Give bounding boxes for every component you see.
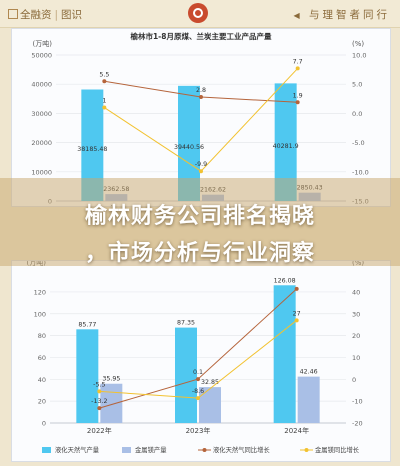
logo-icon — [8, 9, 18, 19]
line-point — [196, 377, 200, 382]
line-value-label: 1.9 — [293, 92, 303, 99]
y-right-tick-label: -10 — [352, 398, 363, 406]
legend-label: 金属镁同比增长 — [315, 445, 360, 454]
chart-2-svg: (万吨)(%)020406080100120-20-10010203040202… — [27, 261, 365, 454]
line-point — [196, 396, 200, 401]
line-point — [97, 406, 102, 411]
legend-label: 液化天然气同比增长 — [213, 445, 270, 454]
y-right-tick-label: -20 — [352, 420, 363, 428]
y-left-tick-label: 20000 — [31, 139, 52, 147]
line-point — [102, 105, 107, 110]
y-right-tick-label: 0 — [352, 376, 356, 384]
y-right-tick-label: 10.0 — [352, 52, 366, 60]
line-point — [199, 95, 203, 100]
x-tick-label: 2022年 — [87, 426, 112, 435]
y-left-tick-label: 80 — [38, 332, 46, 340]
line-point — [295, 100, 300, 105]
y-left-tick-label: 0 — [42, 420, 46, 428]
legend-marker — [202, 448, 207, 452]
chart-panel-1: 榆林市1-8月原煤、兰炭主要工业产品产量(万吨)(%)0100002000030… — [11, 28, 391, 207]
triangle-left-icon: ◀ — [293, 11, 303, 20]
y-left-tick-label: 120 — [34, 288, 46, 296]
line-point — [294, 286, 299, 291]
line-value-label: 27 — [293, 310, 301, 317]
legend-marker — [304, 448, 309, 452]
bar-value-label: 38185.48 — [77, 146, 107, 153]
bar-secondary — [297, 376, 320, 423]
bar-secondary — [199, 387, 221, 423]
bar-value-label: 42.46 — [300, 369, 318, 376]
line-point — [199, 169, 203, 174]
brand-separator: | — [54, 9, 59, 21]
y-left-tick-label: 60 — [38, 354, 46, 362]
brand[interactable]: 全融资 | 图识 — [8, 7, 82, 22]
y-right-tick-label: 0.0 — [352, 110, 362, 118]
y-right-tick-label: 10 — [352, 354, 360, 362]
y-left-tick-label: 20 — [38, 398, 46, 406]
headline-line-1: 榆林财务公司排名揭晓 — [84, 204, 315, 229]
headline-overlay — [0, 178, 400, 266]
x-tick-label: 2023年 — [186, 426, 211, 435]
bar-value-label: 32.85 — [201, 379, 219, 386]
line-value-label: 2.8 — [196, 87, 206, 94]
bar-value-label: 40281.9 — [273, 143, 299, 150]
y-left-tick-label: 30000 — [31, 110, 52, 118]
brand-name: 全融资 — [20, 9, 52, 21]
chart-panel-2: (万吨)(%)020406080100120-20-10010203040202… — [11, 260, 391, 462]
motto: ◀ 与理智者同行 — [294, 7, 391, 22]
y-left-tick-label: 50000 — [31, 52, 52, 60]
series-line — [104, 68, 299, 172]
magnifier-icon — [188, 3, 208, 23]
bar-secondary — [100, 383, 123, 423]
bar-primary — [175, 327, 197, 423]
y-left-tick-label: 10000 — [31, 168, 52, 176]
line-value-label: -9.9 — [195, 161, 207, 168]
bar-value-label: 39440.56 — [174, 144, 204, 151]
legend-label: 金属镁产量 — [135, 445, 167, 454]
bar-primary — [81, 89, 104, 201]
bar-primary — [76, 329, 99, 423]
bar-primary — [178, 85, 200, 201]
y-right-tick-label: 30 — [352, 310, 360, 318]
series-line — [99, 319, 297, 399]
headline-line-2: ，市场分析与行业洞察 — [84, 241, 315, 266]
right-axis-unit: (%) — [352, 40, 364, 48]
y-left-tick-label: 40000 — [31, 81, 52, 89]
bar-value-label: 87.35 — [177, 320, 195, 327]
line-point — [295, 66, 300, 71]
chart-title: 榆林市1-8月原煤、兰炭主要工业产品产量 — [130, 31, 272, 41]
y-left-tick-label: 100 — [34, 310, 46, 318]
line-value-label: -13.2 — [91, 398, 107, 405]
line-value-label: -5.5 — [93, 381, 105, 388]
y-left-tick-label: 40 — [38, 376, 46, 384]
left-axis-unit: (万吨) — [33, 39, 53, 48]
top-header: 全融资 | 图识 ◀ 与理智者同行 — [0, 0, 400, 28]
y-right-tick-label: 40 — [352, 288, 360, 296]
bar-value-label: 35.95 — [102, 376, 120, 383]
brand-sub: 图识 — [61, 9, 83, 21]
line-value-label: 1 — [102, 98, 106, 105]
line-value-label: 7.7 — [293, 58, 303, 65]
bar-value-label: 85.77 — [78, 321, 96, 328]
line-value-label: 5.5 — [99, 71, 109, 78]
y-right-tick-label: 20 — [352, 332, 360, 340]
legend-swatch — [122, 447, 131, 453]
line-point — [97, 389, 102, 394]
bar-primary — [273, 285, 296, 423]
line-point — [294, 318, 299, 323]
y-right-tick-label: 5.0 — [352, 81, 362, 89]
x-tick-label: 2024年 — [284, 426, 309, 435]
bar-primary — [274, 83, 297, 201]
line-value-label: 0.1 — [193, 369, 203, 376]
line-value-label: -8.6 — [192, 388, 204, 395]
legend-swatch — [42, 447, 51, 453]
y-right-tick-label: -10.0 — [352, 168, 369, 176]
y-right-tick-label: -5.0 — [352, 139, 365, 147]
motto-text: 与理智者同行 — [309, 9, 390, 21]
line-point — [102, 79, 107, 84]
bar-value-label: 126.08 — [274, 277, 296, 284]
legend-label: 液化天然气产量 — [55, 445, 100, 454]
